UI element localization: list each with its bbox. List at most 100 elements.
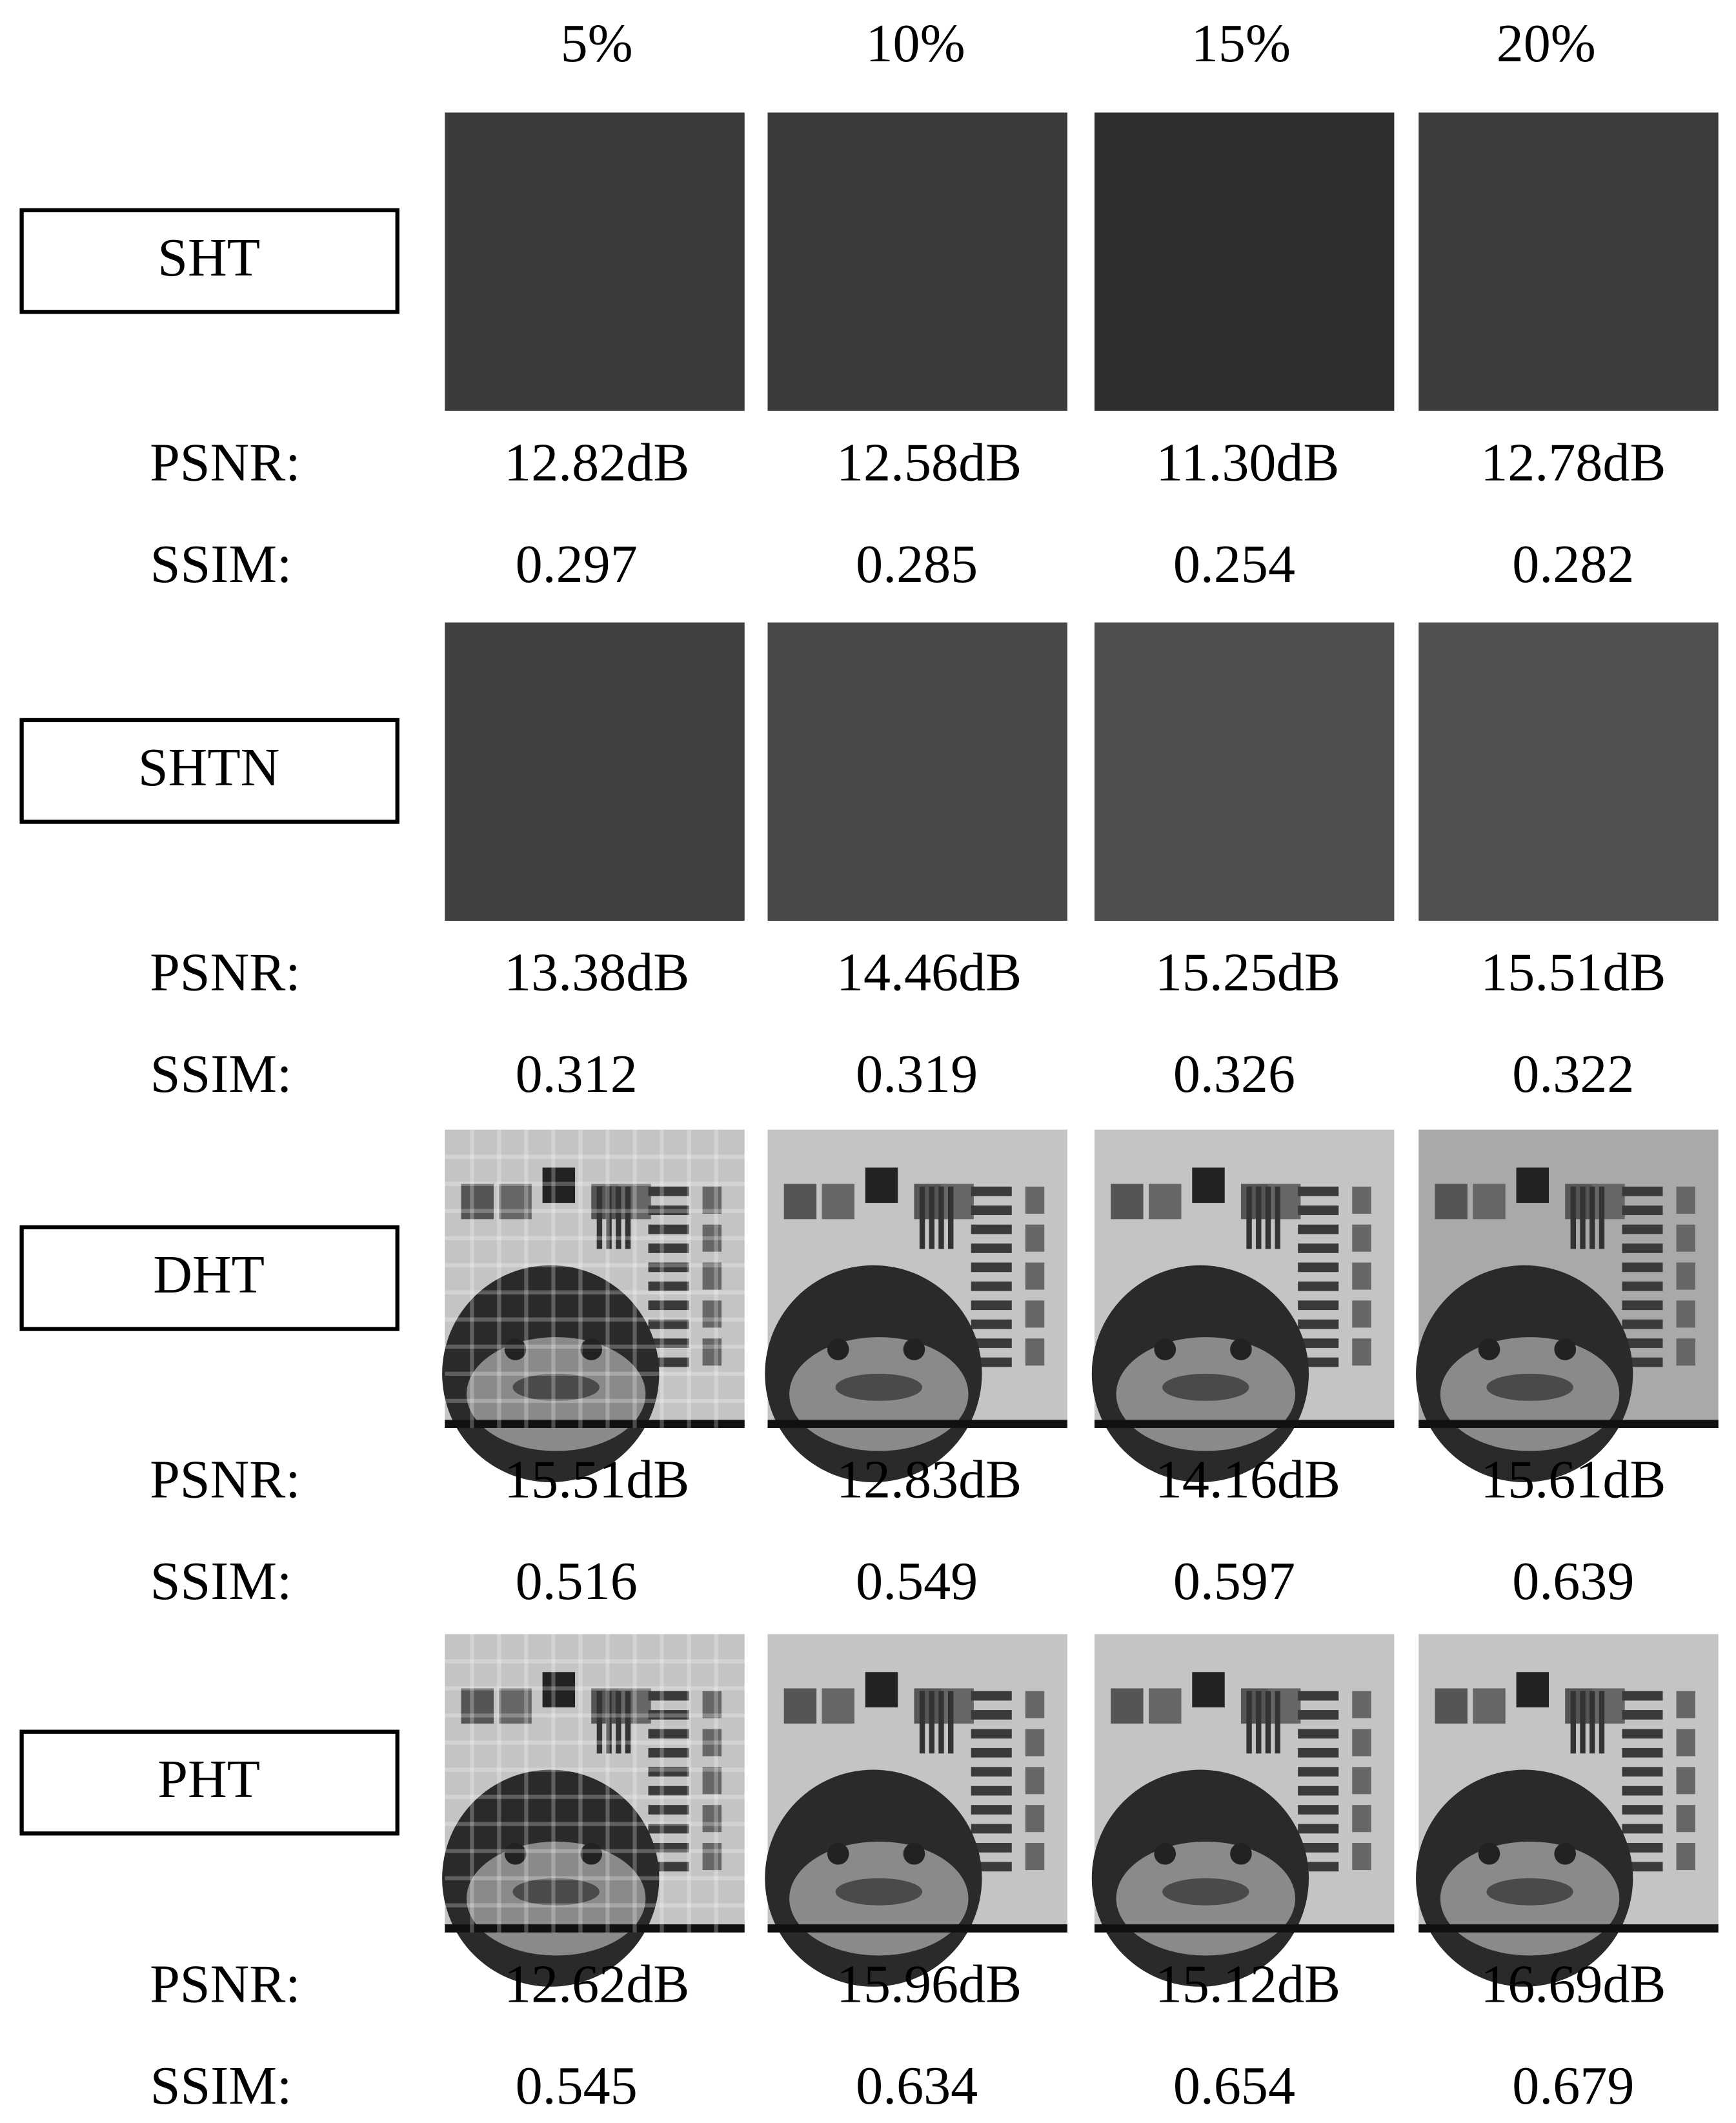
image-detail: [1622, 1747, 1663, 1758]
reconstructed-image: [765, 1129, 1067, 1483]
image-detail: [512, 1878, 600, 1906]
image-bg: [445, 112, 745, 411]
image-detail: [606, 1186, 612, 1249]
image-detail: [1478, 1338, 1500, 1360]
image-detail: [1025, 1262, 1045, 1290]
ssim-value: 0.634: [856, 2056, 978, 2116]
image-detail: [1599, 1186, 1605, 1249]
image-detail: [971, 1224, 1012, 1234]
image-detail: [1676, 1186, 1695, 1214]
image-detail: [1192, 1672, 1225, 1707]
image-detail: [1230, 1843, 1252, 1865]
image-detail: [835, 1373, 923, 1401]
image-detail: [1418, 1420, 1719, 1428]
image-detail: [971, 1747, 1012, 1758]
image-detail: [648, 1262, 689, 1273]
reconstructed-image: [442, 1634, 745, 1987]
ssim-value: 0.322: [1512, 1044, 1634, 1104]
psnr-value: 11.30dB: [1156, 432, 1339, 492]
image-detail: [1162, 1878, 1249, 1906]
image-detail: [1094, 1420, 1395, 1428]
image-detail: [1516, 1167, 1549, 1203]
image-detail: [1298, 1186, 1339, 1196]
image-detail: [1154, 1843, 1176, 1865]
image-detail: [1352, 1338, 1371, 1366]
image-detail: [941, 1183, 974, 1220]
reconstructed-image: [445, 112, 745, 411]
image-detail: [919, 1186, 925, 1249]
image-detail: [822, 1688, 854, 1724]
image-detail: [971, 1243, 1012, 1253]
image-detail: [1298, 1300, 1339, 1311]
image-detail: [1025, 1186, 1045, 1214]
image-detail: [1298, 1767, 1339, 1777]
image-detail: [1111, 1688, 1144, 1724]
image-detail: [1473, 1688, 1506, 1724]
reconstructed-image: [442, 1129, 745, 1483]
image-detail: [542, 1167, 576, 1203]
method-box: [19, 1225, 399, 1331]
image-detail: [596, 1691, 603, 1754]
image-detail: [1267, 1183, 1301, 1220]
ssim-label: SSIM:: [150, 534, 292, 594]
image-detail: [648, 1338, 689, 1348]
image-detail: [1554, 1338, 1577, 1360]
image-detail: [1622, 1710, 1663, 1720]
image-detail: [1094, 1924, 1395, 1933]
image-detail: [596, 1186, 603, 1249]
image-detail: [648, 1243, 689, 1253]
image-detail: [1580, 1691, 1586, 1754]
image-detail: [1298, 1729, 1339, 1739]
reconstructed-image: [1416, 1129, 1719, 1483]
image-detail: [542, 1672, 576, 1707]
image-detail: [702, 1843, 722, 1871]
image-bg: [1418, 622, 1719, 921]
image-detail: [1298, 1824, 1339, 1834]
image-detail: [648, 1224, 689, 1234]
image-detail: [1265, 1186, 1271, 1249]
ssim-label: SSIM:: [150, 2056, 292, 2116]
psnr-label: PSNR:: [150, 943, 301, 1003]
image-detail: [625, 1186, 631, 1249]
image-detail: [971, 1281, 1012, 1291]
image-bg: [1094, 112, 1395, 411]
image-detail: [1149, 1688, 1182, 1724]
psnr-label: PSNR:: [150, 432, 301, 492]
image-detail: [580, 1338, 603, 1360]
image-detail: [1025, 1338, 1045, 1366]
reconstructed-image: [1416, 1634, 1719, 1987]
psnr-value: 12.58dB: [836, 432, 1022, 492]
image-detail: [1267, 1688, 1301, 1724]
image-detail: [929, 1186, 934, 1249]
image-detail: [1298, 1805, 1339, 1815]
psnr-value: 14.46dB: [836, 943, 1022, 1003]
image-detail: [767, 1420, 1067, 1428]
image-bg: [445, 622, 745, 921]
ssim-value: 0.597: [1173, 1551, 1295, 1611]
image-detail: [971, 1824, 1012, 1834]
image-detail: [1622, 1824, 1663, 1834]
method-label: SHTN: [138, 738, 279, 798]
image-detail: [1025, 1224, 1045, 1252]
image-bg: [1094, 622, 1395, 921]
image-detail: [1025, 1805, 1045, 1833]
image-detail: [1298, 1843, 1339, 1853]
image-detail: [702, 1805, 722, 1833]
image-detail: [971, 1691, 1012, 1701]
image-detail: [1676, 1224, 1695, 1252]
image-detail: [938, 1691, 944, 1754]
image-detail: [1622, 1205, 1663, 1216]
image-detail: [648, 1319, 689, 1329]
image-detail: [1298, 1747, 1339, 1758]
psnr-value: 15.61dB: [1480, 1450, 1666, 1510]
psnr-value: 15.96dB: [836, 1954, 1022, 2014]
image-detail: [1622, 1186, 1663, 1196]
image-detail: [1478, 1843, 1500, 1865]
image-detail: [767, 1924, 1067, 1933]
image-detail: [1676, 1300, 1695, 1328]
image-detail: [648, 1786, 689, 1796]
image-detail: [616, 1691, 621, 1754]
image-detail: [1352, 1805, 1371, 1833]
image-detail: [822, 1183, 854, 1220]
